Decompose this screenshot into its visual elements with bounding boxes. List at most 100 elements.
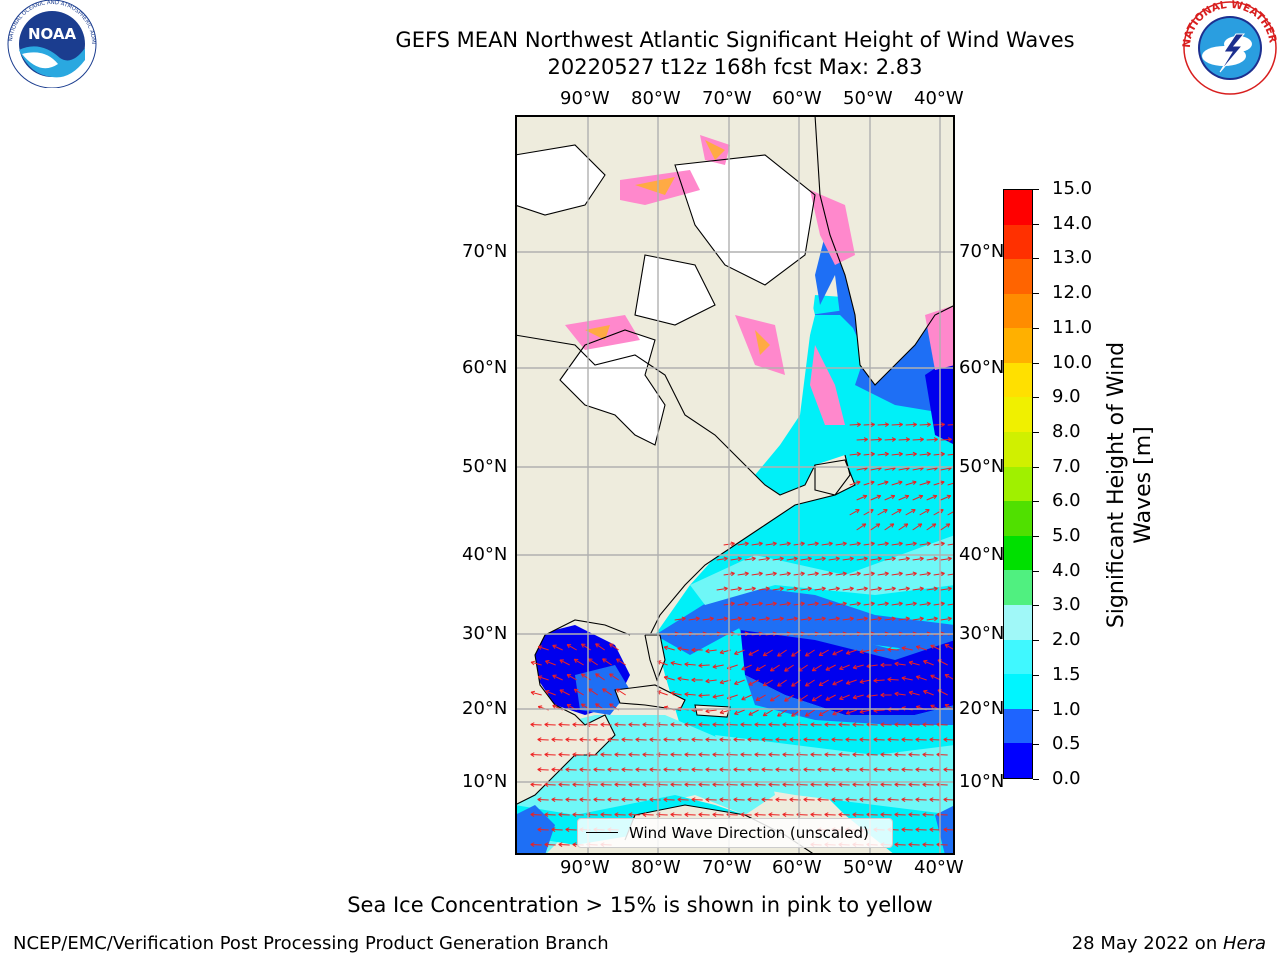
wind-arrow-head xyxy=(927,602,931,607)
wind-arrow-head xyxy=(762,712,766,716)
wind-arrow xyxy=(730,587,742,591)
wind-arrow-head xyxy=(915,829,920,832)
wind-arrow-head xyxy=(719,679,724,684)
wind-arrow xyxy=(887,738,899,741)
wind-arrow xyxy=(866,664,878,668)
wind-arrow-head xyxy=(873,648,878,652)
wind-arrow xyxy=(884,495,895,501)
wind-arrow-head xyxy=(808,587,812,592)
wind-arrow-head xyxy=(814,541,819,544)
wind-arrow-head xyxy=(600,784,605,787)
wind-arrow-head xyxy=(775,799,780,802)
wind-arrow-head xyxy=(782,754,787,757)
wind-arrow-head xyxy=(772,631,777,634)
wind-arrow-head xyxy=(894,722,899,725)
colorbar-tick-mark xyxy=(1033,605,1039,607)
wind-arrow xyxy=(901,798,913,801)
wind-arrow-head xyxy=(691,677,696,681)
wind-arrow xyxy=(712,694,724,698)
colorbar-tick-label: 8.0 xyxy=(1052,420,1081,442)
wind-arrow-head xyxy=(544,752,549,755)
wind-arrow-head xyxy=(698,754,703,757)
lat-label-right-70n: 70°N xyxy=(959,241,1005,262)
wind-arrow-head xyxy=(929,767,934,770)
wind-arrow xyxy=(803,798,815,801)
wind-arrow-head xyxy=(857,453,861,457)
wind-arrow-head xyxy=(744,601,749,604)
wind-arrow-head xyxy=(748,711,752,716)
lat-label-left-10n: 10°N xyxy=(462,771,508,792)
wind-arrow-head xyxy=(670,722,675,725)
wind-arrow-head xyxy=(905,586,910,589)
wind-arrow-head xyxy=(530,754,535,757)
wind-arrow-head xyxy=(807,616,812,619)
wind-arrow xyxy=(544,723,556,726)
wind-arrow xyxy=(856,557,868,561)
wind-arrow-head xyxy=(579,799,584,802)
wind-arrow-head xyxy=(887,769,892,772)
wind-arrow-head xyxy=(930,705,934,709)
wind-arrow-head xyxy=(915,767,920,770)
lon-label-bottom-60w: 60°W xyxy=(772,857,822,878)
wind-arrow xyxy=(838,753,850,756)
wind-arrow-head xyxy=(926,424,931,427)
wind-arrow-head xyxy=(663,737,668,740)
wind-arrow xyxy=(898,438,910,441)
wind-arrow xyxy=(538,676,549,681)
wind-arrow-head xyxy=(898,601,903,604)
wind-arrow-head xyxy=(852,664,857,669)
wind-arrow-head xyxy=(691,647,696,651)
wind-arrow-head xyxy=(829,542,833,547)
wind-arrow-head xyxy=(927,572,931,577)
wind-arrow-head xyxy=(712,784,717,787)
wind-arrow-head xyxy=(530,722,535,725)
wind-arrow-head xyxy=(894,814,899,817)
wind-arrow xyxy=(818,649,829,656)
wind-arrow xyxy=(905,423,917,426)
wind-arrow xyxy=(846,649,857,655)
wind-arrow xyxy=(734,709,745,715)
wind-arrow xyxy=(832,679,843,686)
wind-arrow-head xyxy=(940,541,945,544)
wind-arrow xyxy=(821,542,833,546)
wind-arrow-head xyxy=(670,812,675,815)
wind-arrow-head xyxy=(885,602,889,607)
wind-arrow-head xyxy=(898,541,903,544)
wind-arrow-head xyxy=(559,689,563,694)
wind-arrow-head xyxy=(901,827,906,830)
wind-arrow xyxy=(898,467,910,471)
wind-arrow xyxy=(842,587,854,591)
lat-label-left-40n: 40°N xyxy=(462,544,508,565)
wind-arrow xyxy=(538,646,549,651)
wind-arrow xyxy=(894,783,906,786)
wind-arrow xyxy=(730,617,742,621)
wind-arrow xyxy=(698,753,710,756)
wind-arrow xyxy=(777,709,787,717)
wind-arrow xyxy=(779,602,791,606)
wind-arrow xyxy=(614,723,626,726)
wind-arrow-head xyxy=(747,737,752,740)
wind-arrow-head xyxy=(635,739,640,742)
wind-arrow-head xyxy=(901,829,906,832)
wind-arrow-head xyxy=(677,767,682,770)
wind-arrow-head xyxy=(880,812,885,815)
wind-arrow xyxy=(530,661,542,666)
wind-arrow-head xyxy=(734,680,738,685)
wind-arrow-head xyxy=(930,675,934,679)
wind-arrow-head xyxy=(684,754,689,757)
wind-arrow-head xyxy=(908,782,913,785)
colorbar-tick-label: 4.0 xyxy=(1052,559,1081,581)
colorbar-band xyxy=(1004,674,1032,709)
map-panel xyxy=(515,115,955,855)
wind-arrow-head xyxy=(593,799,598,802)
wind-arrow xyxy=(765,542,777,546)
wind-arrow xyxy=(754,783,766,786)
wind-arrow-head xyxy=(670,691,675,694)
wind-arrow-head xyxy=(803,799,808,802)
lon-label-top-40w: 40°W xyxy=(914,88,964,109)
wind-arrow-head xyxy=(712,782,717,785)
wind-arrow xyxy=(798,664,808,672)
wind-arrow-head xyxy=(628,812,633,815)
wind-arrow-head xyxy=(877,523,881,528)
wind-arrow-head xyxy=(733,797,738,800)
